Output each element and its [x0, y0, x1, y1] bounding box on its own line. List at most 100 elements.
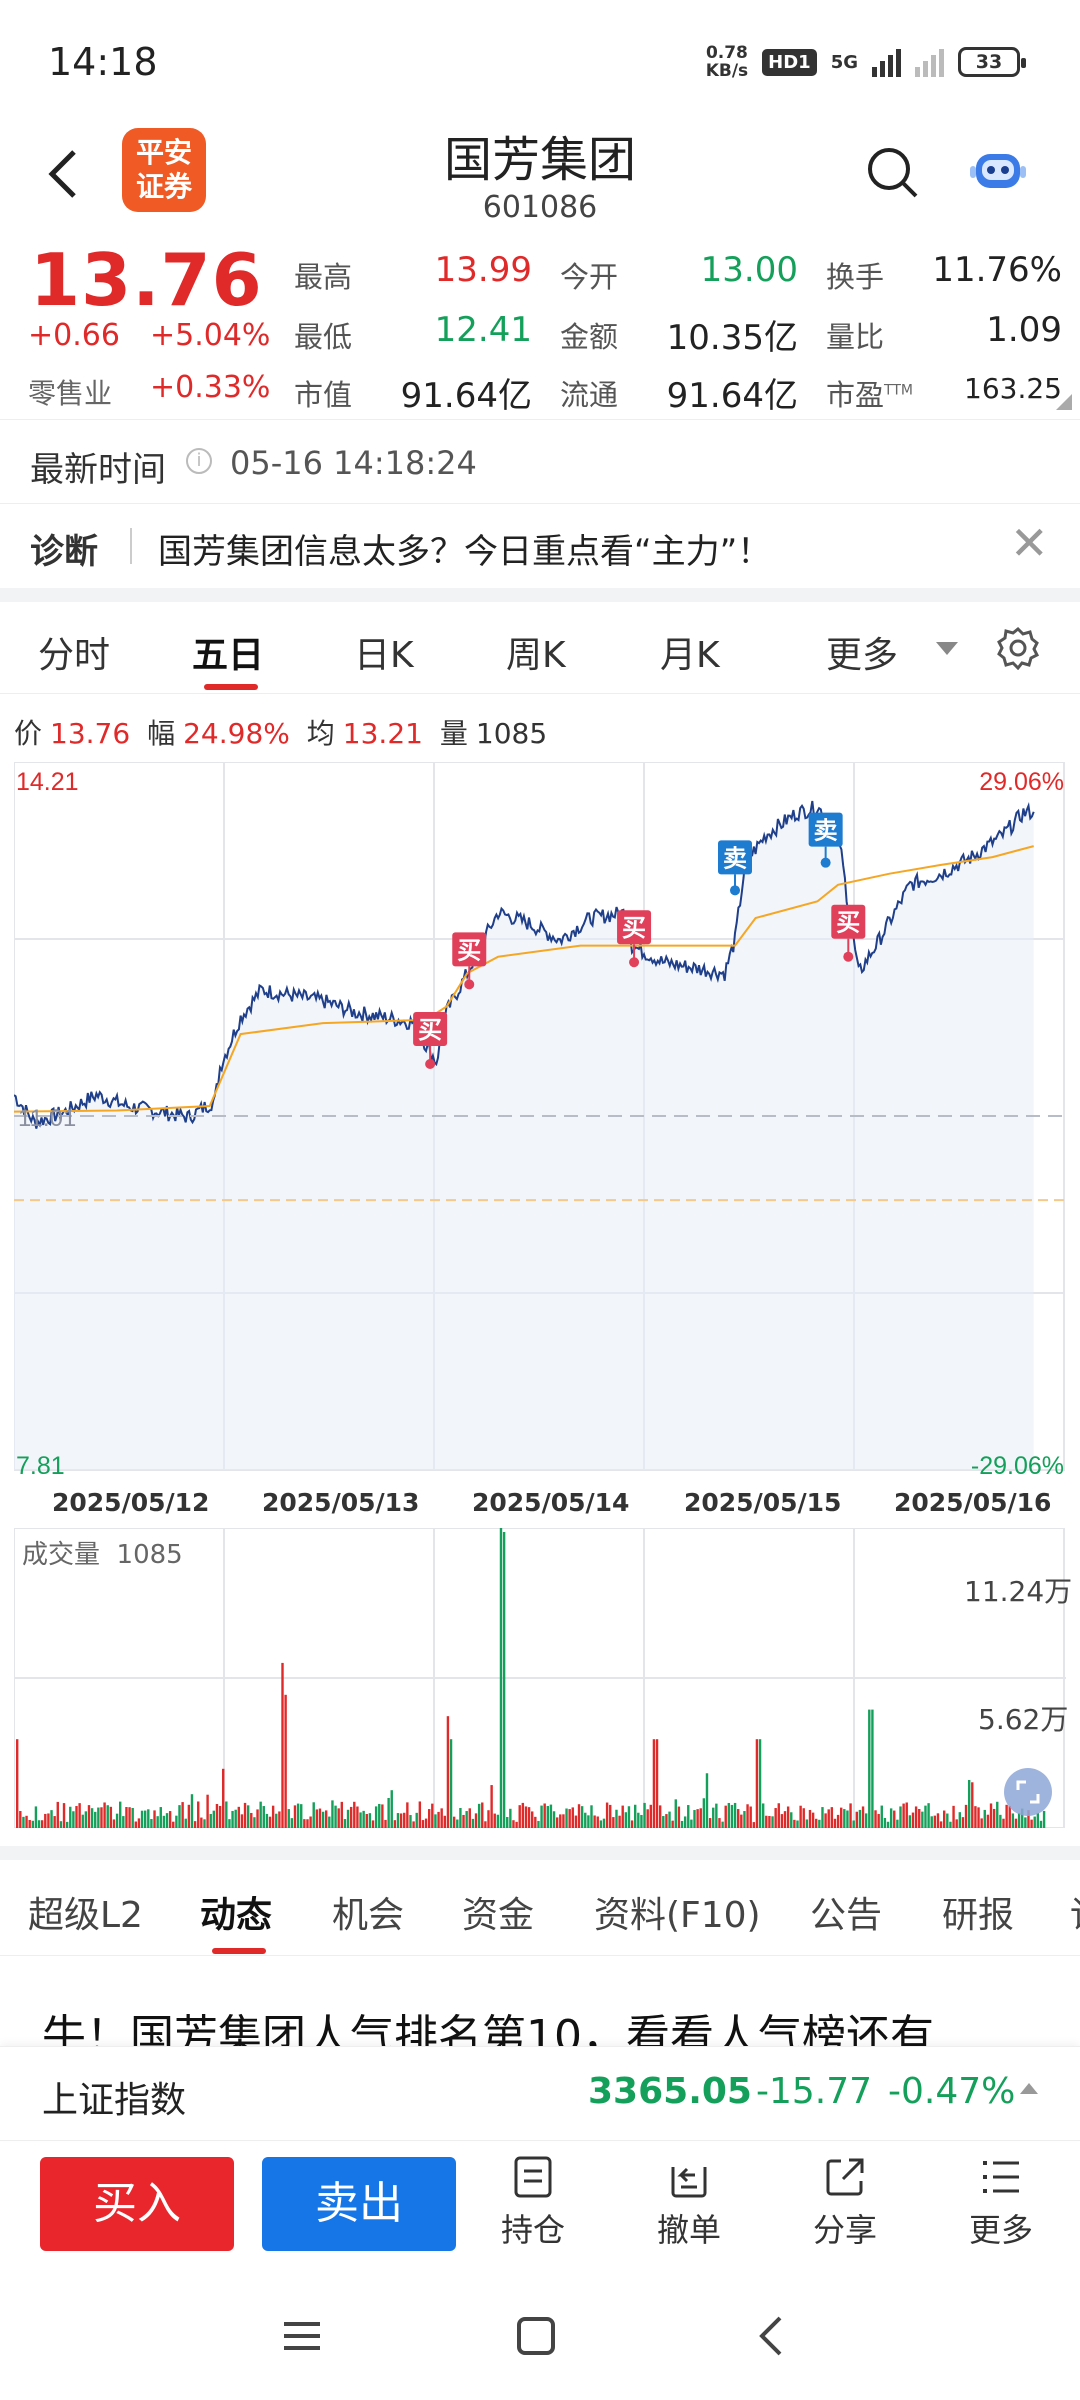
tab-daily-k[interactable]: 日K	[354, 635, 414, 676]
volume-bar	[737, 1809, 740, 1828]
ai-assistant-button[interactable]	[970, 144, 1026, 196]
stock-code: 601086	[482, 190, 598, 225]
volume-bar	[946, 1813, 949, 1828]
volume-bar	[658, 1805, 662, 1828]
index-ticker[interactable]: 上证指数 3365.05 -15.77 -0.47%	[0, 2046, 1080, 2140]
sell-button[interactable]: 卖出	[262, 2157, 456, 2251]
volume-bar	[206, 1794, 209, 1828]
share-button[interactable]: 分享	[790, 2155, 900, 2251]
volume-bar	[268, 1816, 272, 1828]
volume-bar	[665, 1814, 668, 1828]
amount-value: 10.35亿	[666, 318, 798, 358]
volume-bar	[56, 1801, 59, 1828]
info-icon[interactable]: i	[186, 448, 212, 474]
volume-bar	[125, 1807, 128, 1828]
current-price: 13.76	[30, 238, 263, 322]
tab-five-day[interactable]: 五日	[192, 635, 265, 676]
volume-bar	[827, 1809, 830, 1828]
menu-nav-icon[interactable]	[280, 2314, 324, 2358]
volume-bar	[165, 1813, 169, 1828]
volume-bar	[156, 1816, 159, 1828]
volume-bar	[515, 1821, 518, 1828]
section-divider	[0, 588, 1080, 602]
price-area	[14, 801, 1034, 1470]
tab-announcements[interactable]: 公告	[810, 1895, 883, 1936]
buy-marker[interactable]: 买	[617, 910, 652, 968]
volume-bar	[980, 1818, 983, 1828]
date-axis: 2025/05/12 2025/05/13 2025/05/14 2025/05…	[0, 1488, 1080, 1522]
volume-bar	[275, 1813, 278, 1828]
holdings-button[interactable]: 持仓	[478, 2155, 588, 2251]
caret-up-icon[interactable]	[1020, 2083, 1038, 2094]
volume-bar	[90, 1808, 94, 1828]
buy-marker[interactable]: 买	[831, 904, 866, 962]
volume-bar	[459, 1808, 462, 1828]
price-change-pct: +5.04%	[150, 318, 271, 353]
tab-opportunity[interactable]: 机会	[332, 1895, 405, 1936]
volume-bar	[702, 1798, 706, 1828]
volume-bar	[818, 1819, 821, 1828]
news-item[interactable]: 牛！国芳集团人气排名第10，看看人气榜还有	[0, 1956, 1080, 2046]
volume-bar	[799, 1805, 802, 1828]
back-button[interactable]	[44, 144, 84, 204]
volume-bar	[786, 1806, 790, 1828]
sector-name[interactable]: 零售业	[28, 377, 113, 410]
volume-bar	[490, 1785, 493, 1828]
corner-expand-icon[interactable]	[1056, 394, 1072, 410]
tab-more[interactable]: 更多	[826, 635, 899, 676]
tab-weekly-k[interactable]: 周K	[506, 635, 566, 676]
sell-marker[interactable]: 卖	[808, 812, 843, 868]
buy-marker[interactable]: 买	[452, 932, 487, 990]
broker-logo[interactable]: 平安 证券	[122, 128, 206, 212]
mcap-label: 市值	[294, 378, 353, 412]
tab-f10[interactable]: 资料(F10)	[594, 1895, 761, 1936]
buy-button[interactable]: 买入	[40, 2157, 234, 2251]
cancel-order-button[interactable]: 撤单	[634, 2155, 744, 2251]
volume-bar	[47, 1813, 50, 1828]
back-nav-icon[interactable]	[750, 2314, 794, 2358]
volume-bar	[989, 1803, 993, 1828]
tab-research[interactable]: 研报	[942, 1895, 1015, 1936]
volume-bar	[952, 1805, 955, 1828]
volume-bar	[574, 1815, 578, 1828]
date-label: 2025/05/14	[472, 1488, 630, 1517]
home-nav-icon[interactable]	[514, 2314, 558, 2358]
tab-intraday[interactable]: 分时	[38, 635, 111, 676]
more-button[interactable]: 更多	[946, 2155, 1056, 2251]
pct-max-label: 29.06%	[979, 768, 1064, 796]
volume-bar	[94, 1811, 97, 1828]
volume-bar	[222, 1768, 225, 1828]
diagnosis-banner[interactable]: 诊断 国芳集团信息太多？今日重点看“主力”！ ✕	[0, 504, 1080, 588]
chart-info-line: 价 13.76 幅 24.98% 均 13.21 量 1085	[14, 717, 548, 750]
volume-bar	[683, 1816, 687, 1828]
volume-bar	[240, 1814, 244, 1828]
volume-bar	[415, 1812, 418, 1828]
tab-super-l2[interactable]: 超级L2	[28, 1895, 143, 1936]
chart-settings-button[interactable]	[996, 626, 1040, 671]
y-max-label: 14.21	[16, 768, 79, 796]
close-icon[interactable]: ✕	[1010, 516, 1049, 570]
volume-bar	[977, 1807, 980, 1828]
volume-bar	[1030, 1819, 1033, 1828]
buy-marker[interactable]: 买	[413, 1012, 448, 1070]
volume-bar	[911, 1812, 915, 1828]
volume-bar	[864, 1813, 868, 1828]
sell-marker[interactable]: 卖	[718, 840, 752, 896]
tab-discussion[interactable]: 讨	[1070, 1886, 1080, 1938]
volume-bar	[971, 1782, 974, 1828]
volume-bar	[705, 1773, 709, 1828]
volume-bar	[87, 1805, 91, 1828]
tab-monthly-k[interactable]: 月K	[660, 635, 720, 676]
volume-bar	[284, 1694, 287, 1828]
menu-icon	[983, 2161, 1019, 2193]
volume-chart[interactable]	[14, 1528, 1066, 1828]
tab-funds[interactable]: 资金	[462, 1895, 535, 1936]
tab-dynamics[interactable]: 动态	[200, 1895, 273, 1936]
volume-bar	[871, 1709, 874, 1828]
search-button[interactable]	[862, 142, 922, 202]
volume-bar	[449, 1739, 453, 1828]
content-tabs: 超级L2 动态 机会 资金 资料(F10) 公告 研报 讨	[0, 1860, 1080, 1956]
fullscreen-button[interactable]	[1004, 1768, 1052, 1816]
volume-bar	[237, 1806, 241, 1828]
